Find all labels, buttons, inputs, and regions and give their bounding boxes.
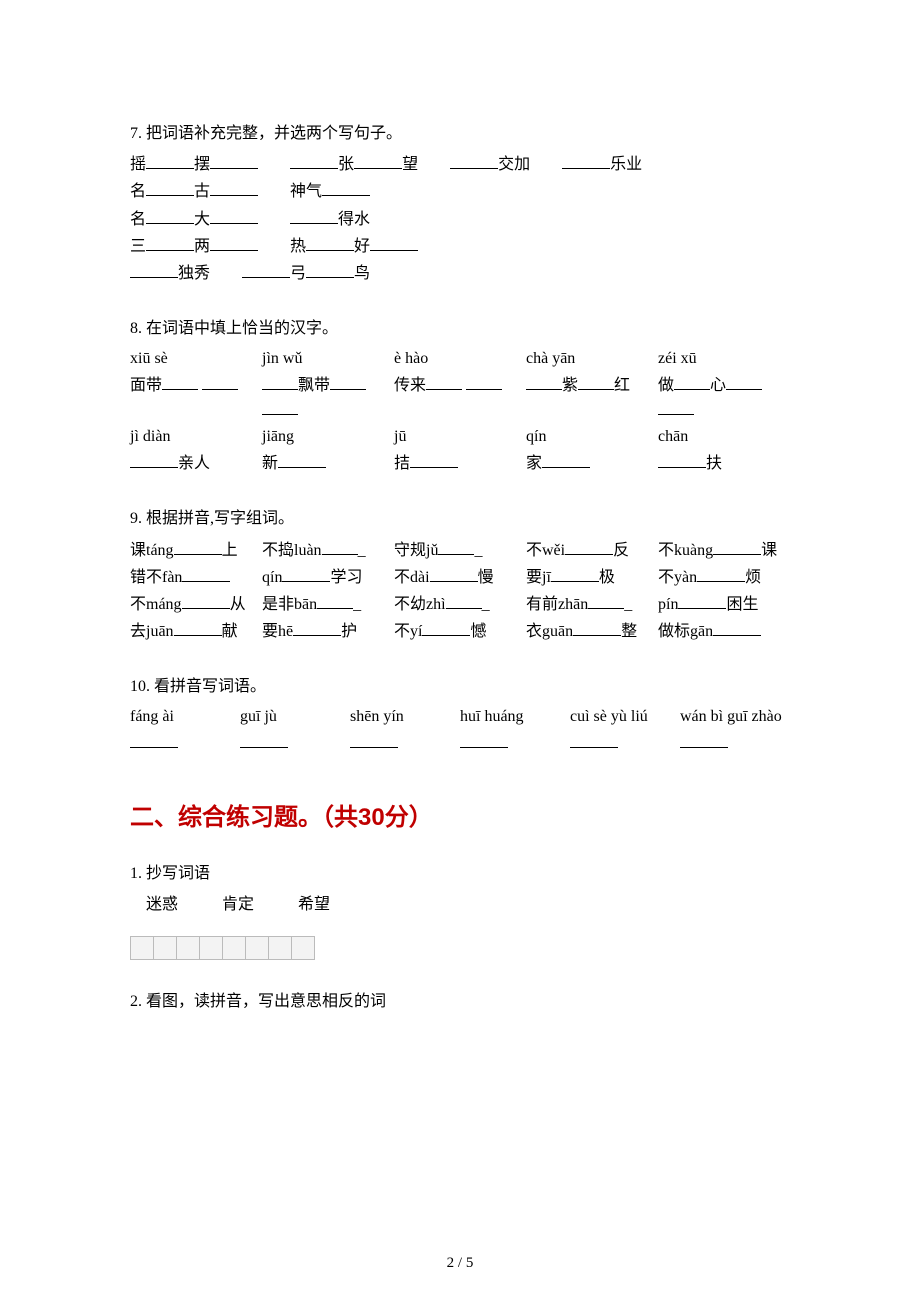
q10-pinyin-cell: fáng ài bbox=[130, 704, 240, 730]
q10-pinyin-cell: cuì sè yù liú bbox=[570, 704, 680, 730]
q8-pinyin-cell: jiāng bbox=[262, 424, 394, 450]
q10-blank-cell bbox=[460, 730, 570, 757]
question-9: 9. 根据拼音,写字组词。 课táng上 不捣luàn_ 守规jǔ_ 不wěi反… bbox=[130, 505, 790, 644]
q8-title: 8. 在词语中填上恰当的汉字。 bbox=[130, 315, 790, 342]
grid-box bbox=[245, 936, 269, 960]
q9-cell: 做标gān bbox=[658, 618, 790, 645]
grid-box bbox=[176, 936, 200, 960]
q10-title: 10. 看拼音写词语。 bbox=[130, 673, 790, 700]
q9-cell: 不yàn烦 bbox=[658, 564, 790, 591]
q8-answer-cell: 面带 bbox=[130, 372, 262, 424]
grid-box bbox=[153, 936, 177, 960]
q9-cell: 错不fàn bbox=[130, 564, 262, 591]
q8-answer-cell: 扶 bbox=[658, 450, 790, 477]
q9-cell: 守规jǔ_ bbox=[394, 537, 526, 564]
q8-answer-cell: 新 bbox=[262, 450, 394, 477]
q9-cell: 不wěi反 bbox=[526, 537, 658, 564]
q10-pinyin-cell: shēn yín bbox=[350, 704, 460, 730]
q9-cell: 衣guān整 bbox=[526, 618, 658, 645]
q10-pinyin-cell: wán bì guī zhào bbox=[680, 704, 790, 730]
grid-box bbox=[291, 936, 315, 960]
q9-cell: 是非bān_ bbox=[262, 591, 394, 618]
q10-blank-cell bbox=[570, 730, 680, 757]
copy-word: 肯定 bbox=[222, 896, 254, 913]
q8-answer-cell: 紫红 bbox=[526, 372, 658, 424]
q7-title: 7. 把词语补充完整，并选两个写句子。 bbox=[130, 120, 790, 147]
q9-cell: 不幼zhì_ bbox=[394, 591, 526, 618]
q9-cell: 不máng从 bbox=[130, 591, 262, 618]
q8-answer-cell: 做心 bbox=[658, 372, 790, 424]
q9-cell: 不dài慢 bbox=[394, 564, 526, 591]
q8-pinyin-cell: jì diàn bbox=[130, 424, 262, 450]
q9-cell: 不yí憾 bbox=[394, 618, 526, 645]
q7-body: 摇摆 张望 交加 乐业 名古 神气 名大 得水 三两 热好 独秀 弓鸟 bbox=[130, 151, 790, 287]
page-number: 2 / 5 bbox=[0, 1255, 920, 1272]
q8-pinyin-cell: jū bbox=[394, 424, 526, 450]
q10-blank-cell bbox=[350, 730, 460, 757]
q10-pinyin-cell: guī jù bbox=[240, 704, 350, 730]
q8-answer-cell: 飘带 bbox=[262, 372, 394, 424]
question-7: 7. 把词语补充完整，并选两个写句子。 摇摆 张望 交加 乐业 名古 神气 名大… bbox=[130, 120, 790, 287]
q9-title: 9. 根据拼音,写字组词。 bbox=[130, 505, 790, 532]
q10-blank-cell bbox=[130, 730, 240, 757]
q9-cell: 不kuàng课 bbox=[658, 537, 790, 564]
q9-cell: qín学习 bbox=[262, 564, 394, 591]
q8-pinyin-cell: zéi xū bbox=[658, 346, 790, 372]
q8-pinyin-cell: qín bbox=[526, 424, 658, 450]
q9-cell: 去juān献 bbox=[130, 618, 262, 645]
copy-word: 迷惑 bbox=[146, 896, 178, 913]
q10-blank-cell bbox=[240, 730, 350, 757]
q9-cell: 课táng上 bbox=[130, 537, 262, 564]
q9-cell: 要hē护 bbox=[262, 618, 394, 645]
grid-box bbox=[268, 936, 292, 960]
q8-answer-cell: 家 bbox=[526, 450, 658, 477]
grid-box bbox=[199, 936, 223, 960]
q8-pinyin-cell: chà yān bbox=[526, 346, 658, 372]
q8-pinyin-cell: xiū sè bbox=[130, 346, 262, 372]
s2-q2-title: 2. 看图，读拼音，写出意思相反的词 bbox=[130, 988, 790, 1015]
question-10: 10. 看拼音写词语。 fáng ài guī jù shēn yín huī … bbox=[130, 673, 790, 757]
q9-cell: 有前zhān_ bbox=[526, 591, 658, 618]
q9-cell: pín困生 bbox=[658, 591, 790, 618]
s2-question-1: 1. 抄写词语 迷惑 肯定 希望 bbox=[130, 860, 790, 960]
q8-answer-cell: 传来 bbox=[394, 372, 526, 424]
q9-table: 课táng上 不捣luàn_ 守规jǔ_ 不wěi反 不kuàng课 错不fàn… bbox=[130, 537, 790, 645]
s2-question-2: 2. 看图，读拼音，写出意思相反的词 bbox=[130, 988, 790, 1015]
q8-answer-cell: 亲人 bbox=[130, 450, 262, 477]
copy-word: 希望 bbox=[298, 896, 330, 913]
grid-box bbox=[222, 936, 246, 960]
q10-table: fáng ài guī jù shēn yín huī huáng cuì sè… bbox=[130, 704, 790, 757]
q10-blank-cell bbox=[680, 730, 790, 757]
q8-pinyin-cell: jìn wǔ bbox=[262, 346, 394, 372]
q8-pinyin-cell: chān bbox=[658, 424, 790, 450]
grid-box bbox=[130, 936, 154, 960]
s2-q1-title: 1. 抄写词语 bbox=[130, 860, 790, 887]
q8-table: xiū sè jìn wǔ è hào chà yān zéi xū 面带 飘带… bbox=[130, 346, 790, 477]
question-8: 8. 在词语中填上恰当的汉字。 xiū sè jìn wǔ è hào chà … bbox=[130, 315, 790, 477]
q9-cell: 要jī极 bbox=[526, 564, 658, 591]
section-2-heading: 二、综合练习题。（共30分） bbox=[130, 797, 790, 832]
writing-grid bbox=[130, 936, 790, 960]
q9-cell: 不捣luàn_ bbox=[262, 537, 394, 564]
q8-pinyin-cell: è hào bbox=[394, 346, 526, 372]
s2-q1-words: 迷惑 肯定 希望 bbox=[146, 891, 790, 918]
q8-answer-cell: 拮 bbox=[394, 450, 526, 477]
q10-pinyin-cell: huī huáng bbox=[460, 704, 570, 730]
